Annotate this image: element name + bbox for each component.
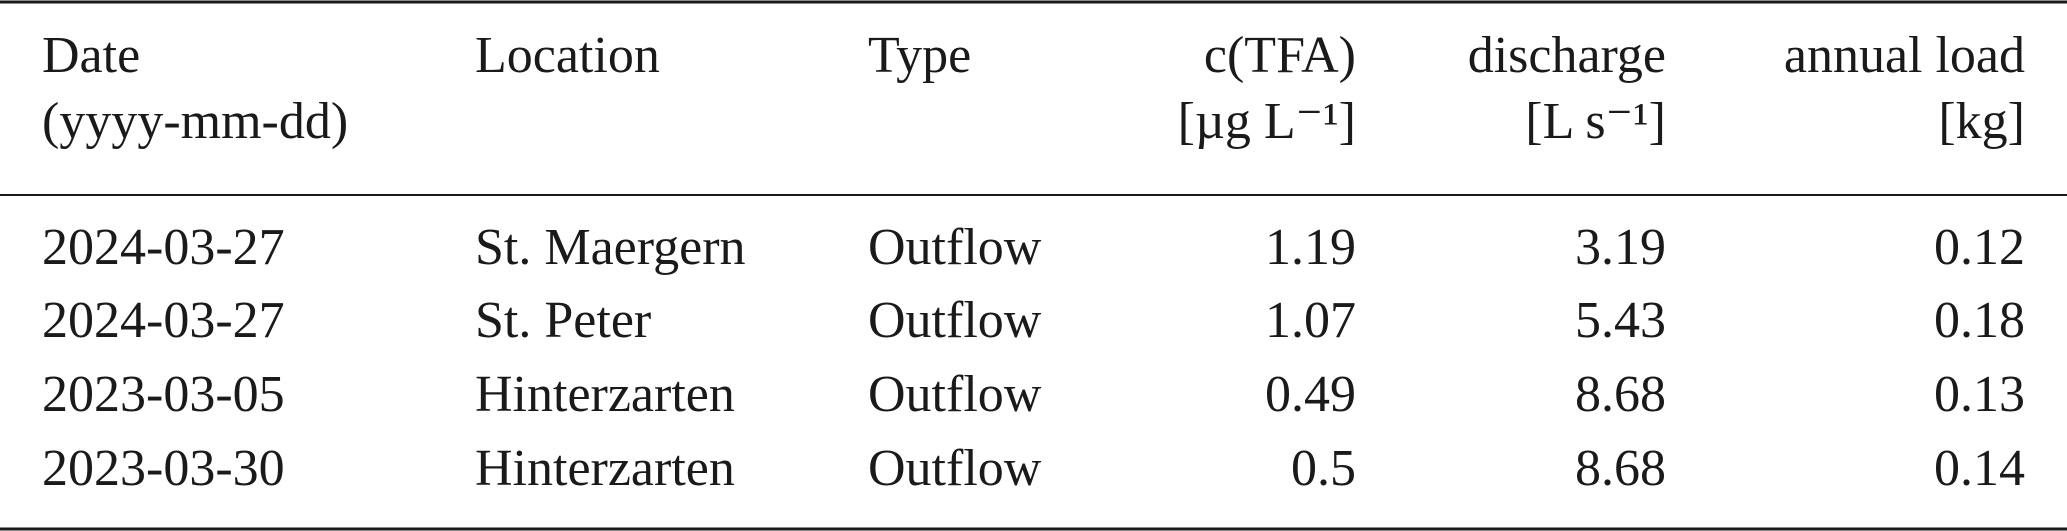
table-cell: 1.07 — [1265, 292, 1356, 349]
column-header: Date — [42, 27, 140, 84]
table-cell: 2023-03-05 — [42, 366, 285, 423]
table-cell: 8.68 — [1575, 366, 1666, 423]
table-cell: Hinterzarten — [475, 366, 735, 423]
table-cell: 0.12 — [1934, 219, 2025, 276]
column-unit: [L s⁻¹] — [1525, 93, 1666, 150]
column-unit: [kg] — [1938, 93, 2025, 150]
table-cell: 3.19 — [1575, 219, 1666, 276]
table-cell: 5.43 — [1575, 292, 1666, 349]
table-cell: 2024-03-27 — [42, 219, 285, 276]
column-unit: (yyyy-mm-dd) — [42, 93, 348, 150]
table-cell: St. Peter — [475, 292, 651, 349]
table-cell: 0.18 — [1934, 292, 2025, 349]
table-cell: 0.13 — [1934, 366, 2025, 423]
table-cell: Outflow — [868, 366, 1042, 423]
column-header: c(TFA) — [1204, 27, 1356, 84]
table-cell: 2024-03-27 — [42, 292, 285, 349]
table-cell: 0.49 — [1265, 366, 1356, 423]
table-cell: St. Maergern — [475, 219, 746, 276]
table-cell: 8.68 — [1575, 440, 1666, 497]
table-cell: Outflow — [868, 440, 1042, 497]
column-unit: [µg L⁻¹] — [1178, 93, 1356, 150]
table-cell: Outflow — [868, 219, 1042, 276]
table-cell: 0.14 — [1934, 440, 2025, 497]
table-cell: Hinterzarten — [475, 440, 735, 497]
table-cell: 0.5 — [1291, 440, 1356, 497]
table-cell: 2023-03-30 — [42, 440, 285, 497]
table-cell: Outflow — [868, 292, 1042, 349]
column-header: annual load — [1784, 27, 2025, 84]
column-header: Location — [475, 27, 660, 84]
table-cell: 1.19 — [1265, 219, 1356, 276]
column-header: Type — [868, 27, 971, 84]
column-header: discharge — [1468, 27, 1666, 84]
